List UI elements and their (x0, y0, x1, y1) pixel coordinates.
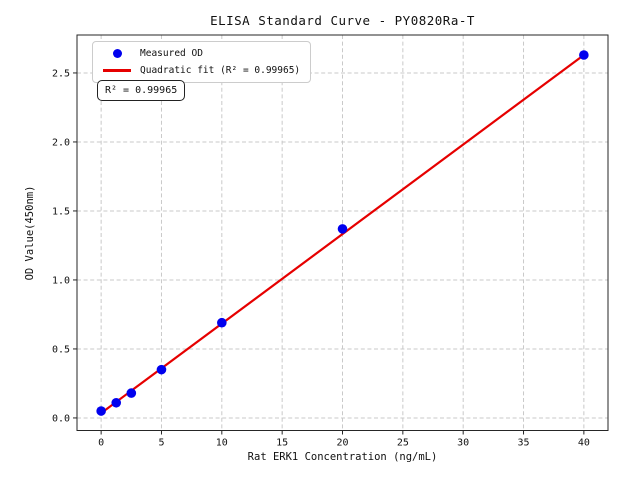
data-point (217, 317, 227, 328)
x-tick-label: 0 (98, 438, 104, 449)
axes-spines (76, 34, 609, 431)
x-tick-label: 10 (216, 438, 228, 449)
y-tick-label: 2.5 (52, 68, 70, 79)
y-tick-label: 1.5 (52, 206, 70, 217)
x-tick-label: 25 (397, 438, 409, 449)
legend-swatch-zone (100, 49, 134, 58)
legend-label: Measured OD (140, 48, 203, 59)
data-point (111, 397, 122, 408)
data-point (96, 406, 106, 416)
x-tick-label: 30 (457, 438, 469, 449)
quadratic-fit-line (100, 53, 585, 415)
x-tick-label: 20 (336, 438, 348, 449)
data-point (337, 224, 348, 234)
x-tick-label: 15 (276, 438, 288, 449)
x-axis-label: Rat ERK1 Concentration (ng/mL) (247, 451, 438, 463)
legend-marker-dot-icon (112, 49, 122, 58)
legend-marker-line-icon (103, 69, 131, 72)
x-tick-label: 35 (517, 438, 529, 449)
y-tick-label: 2.0 (52, 137, 70, 148)
r-squared-annotation: R² = 0.99965 (97, 80, 186, 101)
legend-entry-measured-od: Measured OD (100, 47, 300, 60)
chart-title: ELISA Standard Curve - PY0820Ra-T (210, 13, 475, 28)
legend-label: Quadratic fit (R² = 0.99965) (140, 65, 301, 76)
data-point (579, 50, 589, 60)
legend: Measured OD Quadratic fit (R² = 0.99965) (92, 41, 312, 83)
y-tick-label: 0.0 (52, 413, 70, 424)
x-tick-label: 40 (578, 438, 590, 449)
data-point (156, 364, 167, 375)
legend-swatch-zone (100, 69, 134, 72)
y-tick-label: 1.0 (52, 275, 70, 286)
x-tick-label: 5 (158, 438, 164, 449)
y-tick-label: 0.5 (52, 344, 70, 355)
legend-entry-quadratic-fit: Quadratic fit (R² = 0.99965) (100, 64, 300, 77)
data-point (126, 388, 137, 398)
